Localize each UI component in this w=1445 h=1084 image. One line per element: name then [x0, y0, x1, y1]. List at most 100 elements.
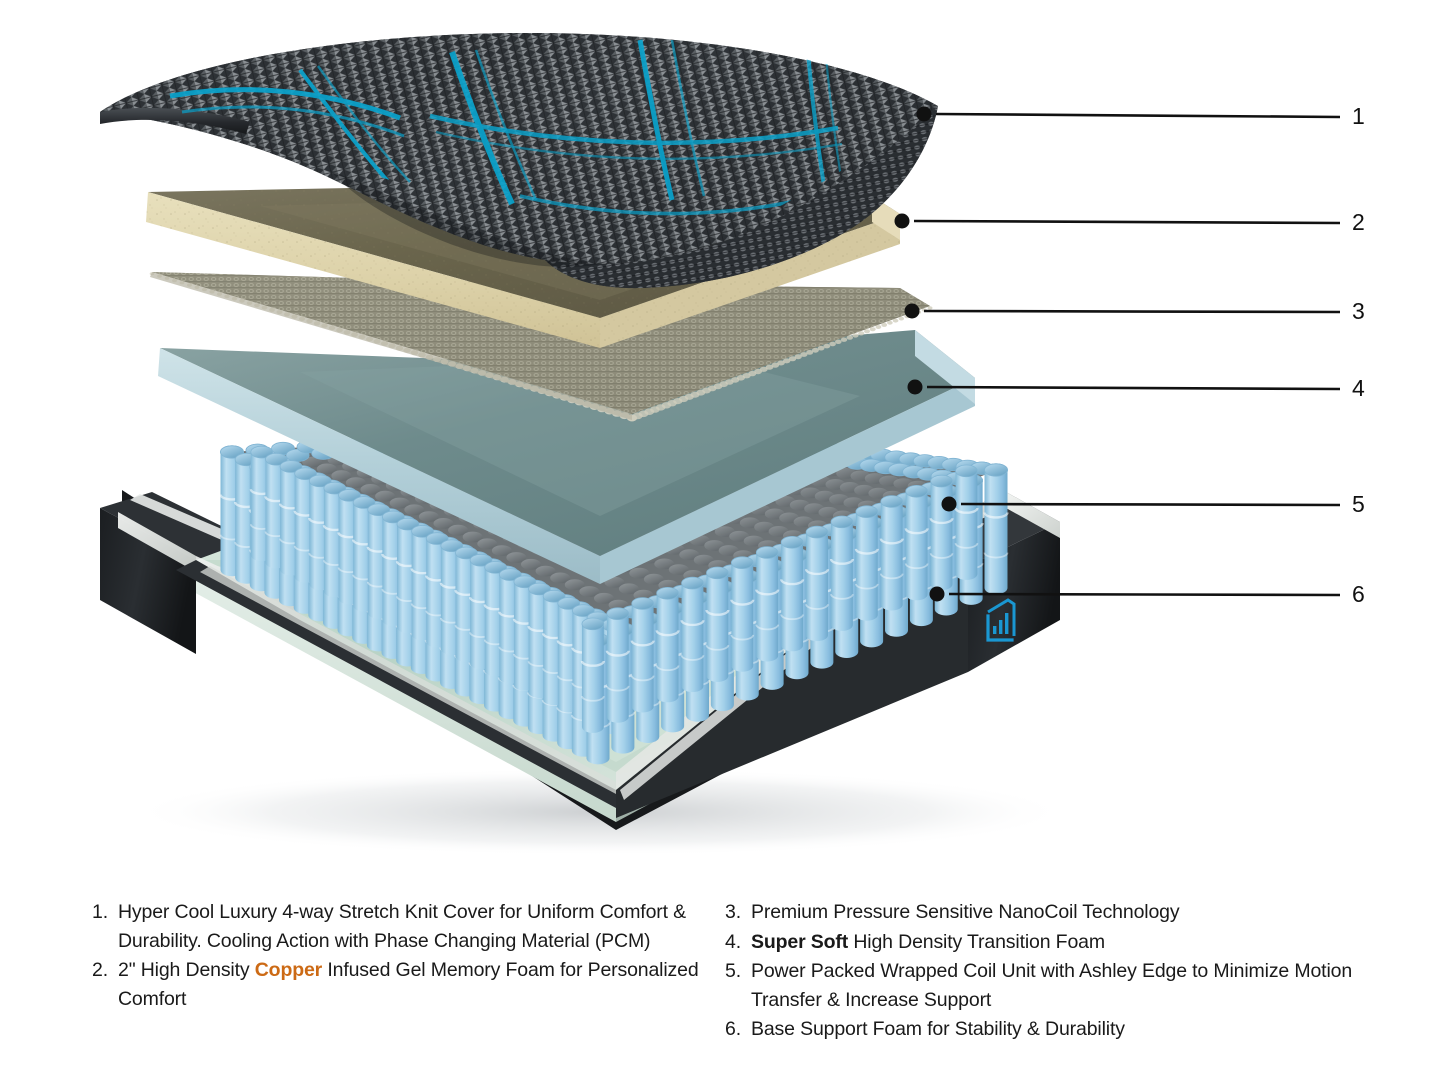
cover-teal-accent-stripes [169, 39, 867, 216]
nano-gray-coil-cap [462, 531, 483, 543]
wrapped-coil [929, 474, 954, 591]
callout-dot-6 [929, 586, 945, 602]
caption-text-part: Hyper Cool Luxury 4-way Stretch Knit Cov… [118, 901, 687, 952]
nanocoil-tip [754, 368, 762, 375]
caption-number: 3. [725, 901, 741, 923]
wrapped-coil [954, 464, 979, 580]
nanocoil-tip [835, 339, 842, 344]
caption-column-left: 1. Hyper Cool Luxury 4-way Stretch Knit C… [0, 898, 715, 1014]
caption-text: Hyper Cool Luxury 4-way Stretch Knit Cov… [118, 898, 715, 955]
nanocoil-tip [788, 356, 797, 362]
nano-gray-coil-cap [302, 456, 323, 468]
wrapped-coil [680, 576, 705, 693]
callout-dot-4 [907, 379, 923, 395]
nanocoil-tip [748, 370, 757, 377]
nanocoil-tip [840, 337, 848, 342]
wrapped-coil [705, 566, 730, 682]
nano-gray-coil-cap [550, 572, 571, 584]
callout-line-4 [926, 385, 1341, 391]
nanocoil-tip [817, 345, 825, 351]
nano-gray-coil-cap [448, 524, 469, 536]
nano-gray-coil-cap [521, 558, 541, 570]
wrapped-coil [605, 607, 630, 723]
nanocoil-tip [783, 358, 791, 364]
nanocoil-tip [892, 318, 899, 323]
caption-text-part: Super Soft [751, 930, 849, 953]
callout-line-5 [960, 502, 1341, 507]
nanocoil-tip [887, 320, 893, 325]
nano-gray-coil-cap [679, 549, 700, 561]
layer-transition-foam [158, 330, 975, 584]
nano-gray-coil-cap [331, 470, 352, 482]
nanocoil-tip [811, 347, 819, 353]
exploded-mattress-illustration [100, 32, 1341, 856]
callout-dot-1 [916, 106, 932, 122]
nano-gray-coil-cap [629, 567, 650, 579]
caption-text: Premium Pressure Sensitive NanoCoil Tech… [751, 898, 1365, 927]
caption-item: 4. Super Soft High Density Transition Foa… [725, 928, 1365, 957]
caption-text-part: Base Support Foam for Stability & Durabi… [751, 1018, 1125, 1040]
wrapped-coil [630, 597, 655, 713]
nano-gray-coil-cap [360, 484, 381, 495]
nano-gray-coil-cap [404, 504, 425, 516]
caption-text-part: High Density Transition Foam [848, 930, 1105, 953]
nanocoil-tip [806, 350, 814, 355]
nanocoil-tip [869, 327, 876, 332]
callout-number-5: 5 [1352, 491, 1365, 517]
nano-gray-coil-cap [714, 526, 735, 537]
wrapped-coil [780, 535, 805, 652]
caption-number: 6. [725, 1018, 741, 1040]
layer-nanocoil [149, 272, 933, 422]
nano-gray-coil-cap [375, 490, 396, 502]
wrapped-coil [804, 525, 830, 642]
caption-text-part: Premium Pressure Sensitive NanoCoil Tech… [751, 901, 1180, 923]
nanocoil-tip [759, 366, 768, 372]
nano-gray-coil-cap [535, 565, 556, 577]
nano-gray-coil-cap [668, 564, 689, 575]
caption-legend: 1. Hyper Cool Luxury 4-way Stretch Knit C… [0, 898, 1445, 1084]
wrapped-coil [655, 586, 680, 703]
callout-number-6: 6 [1352, 581, 1365, 607]
callout-number-2: 2 [1352, 209, 1365, 235]
nano-gray-coil-cap [743, 535, 764, 547]
nano-gray-coil-cap [618, 583, 639, 595]
nano-gray-coil-cap [608, 599, 629, 611]
caption-text: 2" High Density Copper Infused Gel Memor… [118, 956, 715, 1013]
callout-number-1: 1 [1352, 103, 1365, 129]
nano-gray-coil-cap [418, 511, 439, 522]
wrapped-coil [755, 546, 780, 662]
caption-text: Power Packed Wrapped Coil Unit with Ashl… [751, 957, 1365, 1014]
wrapped-coil [580, 617, 606, 733]
nanocoil-tip [794, 354, 802, 360]
nanocoil-tip [875, 325, 882, 329]
callout-dot-3 [904, 303, 920, 319]
wrapped-coil [904, 484, 929, 601]
nano-gray-coil-cap [643, 573, 664, 585]
nanocoil-tip [858, 331, 865, 336]
callout-line-3 [923, 309, 1341, 314]
caption-item: 5. Power Packed Wrapped Coil Unit with As… [725, 957, 1365, 1014]
caption-column-right: 3. Premium Pressure Sensitive NanoCoil Te… [715, 898, 1365, 1045]
nanocoil-tip [829, 341, 836, 347]
caption-number: 1. [92, 901, 108, 923]
nano-gray-coil-cap [594, 592, 614, 604]
coil-unit-front-right-wall [580, 463, 1009, 765]
nanocoil-tip [771, 362, 780, 368]
nano-gray-coil-cap [491, 545, 512, 556]
caption-text-part: Infused Gel Memory Foam for Personalized… [118, 959, 699, 1010]
nano-gray-coil-cap [654, 558, 675, 570]
coil-unit-front-left-wall [219, 445, 625, 765]
caption-text: Base Support Foam for Stability & Durabi… [751, 1015, 1365, 1044]
callout-number-4: 4 [1352, 375, 1365, 401]
caption-item: 1. Hyper Cool Luxury 4-way Stretch Knit C… [92, 898, 715, 955]
caption-item: 6. Base Support Foam for Stability & Dura… [725, 1015, 1365, 1044]
nanocoil-tip [852, 333, 859, 338]
nano-gray-coil-cap [564, 579, 585, 591]
wrapped-coil [730, 556, 755, 672]
nano-gray-coil-cap [506, 552, 527, 563]
nano-gray-coil-cap [693, 554, 714, 566]
nanocoil-tip [881, 322, 888, 327]
nanocoil-tip [777, 360, 785, 366]
caption-text: Super Soft High Density Transition Foam [751, 928, 1365, 957]
callout-line-2 [913, 219, 1341, 225]
